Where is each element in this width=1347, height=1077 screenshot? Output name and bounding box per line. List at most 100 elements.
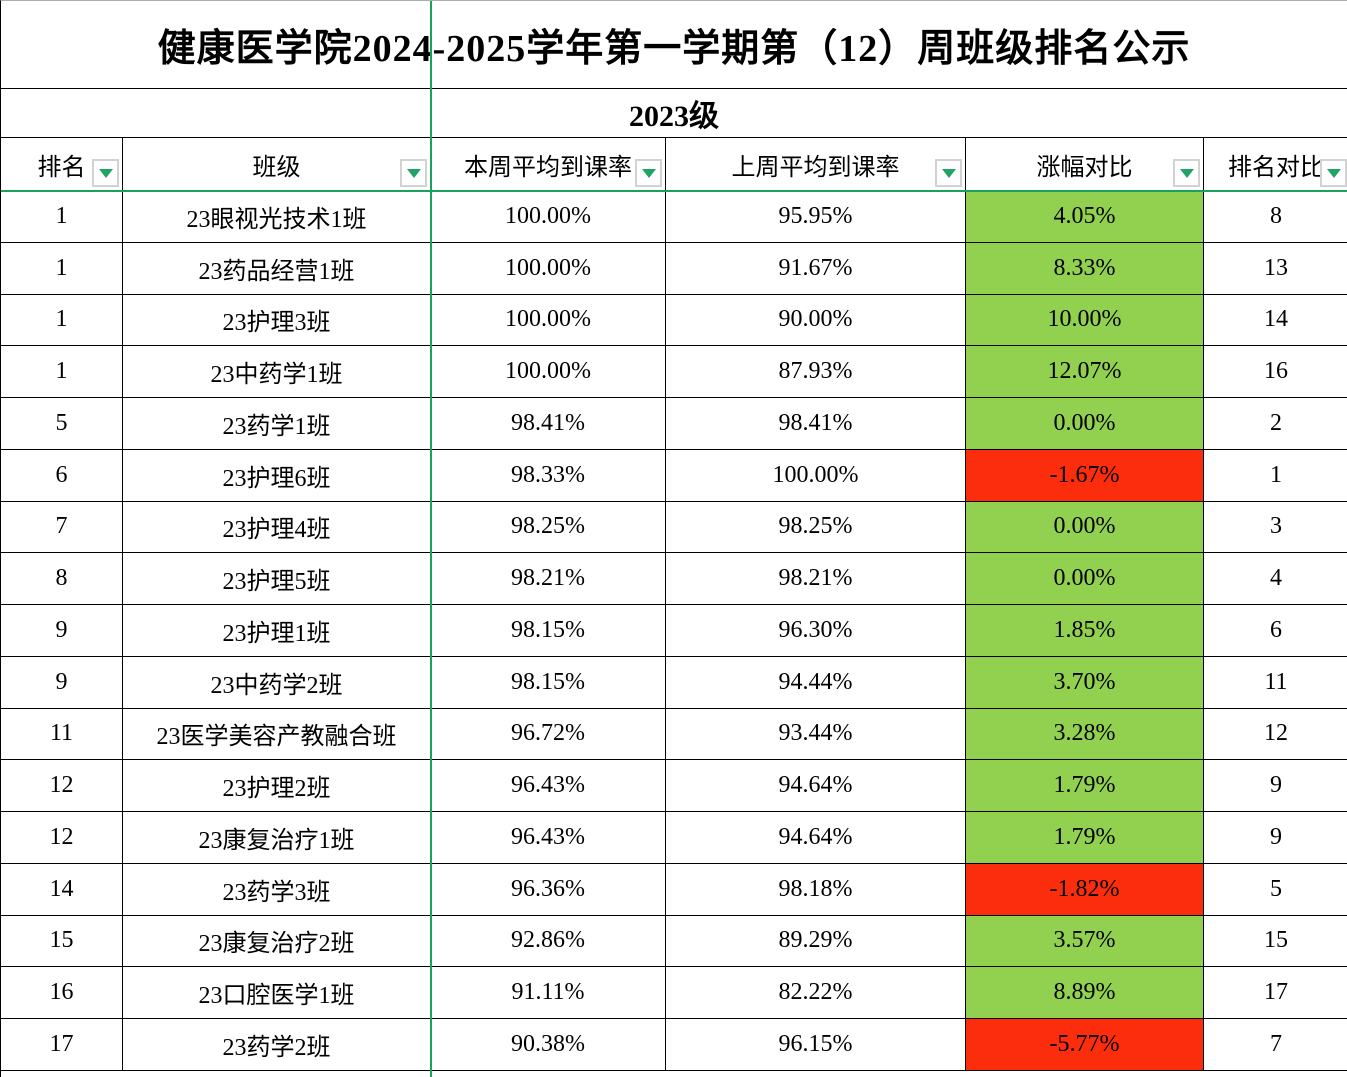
filter-button-last-week-rate[interactable] [935,159,962,187]
rank-compare-cell[interactable]: 8 [1204,191,1347,242]
this-week-rate-cell[interactable]: 100.00% [431,242,666,294]
last-week-rate-cell[interactable]: 94.64% [666,760,966,811]
change-cell[interactable]: 0.00% [966,398,1204,449]
filter-button-change[interactable] [1173,159,1200,187]
rank-cell[interactable]: 1 [1,191,123,242]
class-cell[interactable]: 23药品经营1班 [123,242,431,294]
change-cell[interactable]: 3.57% [966,915,1204,967]
change-cell[interactable]: 0.00% [966,553,1204,604]
rank-compare-cell[interactable]: 3 [1204,501,1347,553]
rank-compare-cell[interactable]: 6 [1204,605,1347,656]
rank-cell[interactable]: 7 [1,501,123,553]
last-week-rate-cell[interactable]: 90.00% [666,294,966,346]
change-cell[interactable]: 12.07% [966,346,1204,397]
this-week-rate-cell[interactable]: 91.11% [431,967,666,1018]
last-week-rate-cell[interactable]: 95.95% [666,191,966,242]
last-week-rate-cell[interactable]: 89.29% [666,915,966,967]
class-cell[interactable]: 23眼视光技术1班 [123,191,431,242]
this-week-rate-cell[interactable]: 100.00% [431,191,666,242]
class-cell[interactable]: 23护理1班 [123,605,431,656]
change-cell[interactable]: 3.70% [966,656,1204,708]
class-cell[interactable]: 23康复治疗1班 [123,812,431,863]
rank-compare-cell[interactable]: 15 [1204,915,1347,967]
change-cell[interactable]: 10.00% [966,294,1204,346]
rank-cell[interactable]: 11 [1,708,123,760]
rank-cell[interactable]: 8 [1,553,123,604]
rank-cell[interactable]: 5 [1,398,123,449]
this-week-rate-cell[interactable]: 100.00% [431,346,666,397]
change-cell[interactable]: 3.28% [966,708,1204,760]
rank-cell[interactable]: 17 [1,1019,123,1070]
last-week-rate-cell[interactable]: 87.93% [666,346,966,397]
change-cell[interactable]: -1.82% [966,863,1204,915]
last-week-rate-cell[interactable]: 100.00% [666,449,966,501]
this-week-rate-cell[interactable]: 100.00% [431,294,666,346]
this-week-rate-cell[interactable]: 96.36% [431,863,666,915]
last-week-rate-cell[interactable]: 98.41% [666,398,966,449]
change-cell[interactable]: 0.00% [966,501,1204,553]
class-cell[interactable]: 23中药学2班 [123,656,431,708]
this-week-rate-cell[interactable]: 98.41% [431,398,666,449]
change-cell[interactable]: 1.79% [966,760,1204,811]
this-week-rate-cell[interactable]: 96.72% [431,708,666,760]
last-week-rate-cell[interactable]: 94.64% [666,812,966,863]
rank-compare-cell[interactable]: 12 [1204,708,1347,760]
this-week-rate-cell[interactable]: 98.15% [431,656,666,708]
header-cell-rank-compare[interactable]: 排名对比 [1204,138,1347,190]
class-cell[interactable]: 23康复治疗2班 [123,915,431,967]
class-cell[interactable]: 23药学1班 [123,398,431,449]
rank-compare-cell[interactable]: 9 [1204,812,1347,863]
this-week-rate-cell[interactable]: 92.86% [431,915,666,967]
class-cell[interactable]: 23护理3班 [123,294,431,346]
filter-button-rank[interactable] [92,159,119,187]
rank-cell[interactable]: 9 [1,605,123,656]
class-cell[interactable]: 23护理2班 [123,760,431,811]
change-cell[interactable]: -5.77% [966,1019,1204,1070]
last-week-rate-cell[interactable]: 96.30% [666,605,966,656]
change-cell[interactable]: 8.89% [966,967,1204,1018]
change-cell[interactable]: 1.85% [966,605,1204,656]
change-cell[interactable]: -1.67% [966,449,1204,501]
last-week-rate-cell[interactable]: 98.18% [666,863,966,915]
class-cell[interactable]: 23护理4班 [123,501,431,553]
this-week-rate-cell[interactable]: 98.25% [431,501,666,553]
rank-cell[interactable]: 12 [1,760,123,811]
this-week-rate-cell[interactable]: 98.33% [431,449,666,501]
last-week-rate-cell[interactable]: 96.15% [666,1019,966,1070]
filter-button-rank-compare[interactable] [1320,159,1347,187]
class-cell[interactable]: 23护理6班 [123,449,431,501]
rank-compare-cell[interactable]: 9 [1204,760,1347,811]
change-cell[interactable]: 1.79% [966,812,1204,863]
rank-compare-cell[interactable]: 2 [1204,398,1347,449]
last-week-rate-cell[interactable]: 98.25% [666,501,966,553]
rank-compare-cell[interactable]: 13 [1204,242,1347,294]
class-cell[interactable]: 23医学美容产教融合班 [123,708,431,760]
rank-compare-cell[interactable]: 14 [1204,294,1347,346]
header-cell-last-week-rate[interactable]: 上周平均到课率 [666,138,966,190]
rank-cell[interactable]: 12 [1,812,123,863]
last-week-rate-cell[interactable]: 91.67% [666,242,966,294]
rank-cell[interactable]: 9 [1,656,123,708]
class-cell[interactable]: 23护理5班 [123,553,431,604]
this-week-rate-cell[interactable]: 90.38% [431,1019,666,1070]
rank-compare-cell[interactable]: 11 [1204,656,1347,708]
grade-group-cell[interactable]: 2023级 [1,89,1347,138]
rank-cell[interactable]: 6 [1,449,123,501]
this-week-rate-cell[interactable]: 96.43% [431,760,666,811]
filter-button-class[interactable] [400,159,427,187]
rank-cell[interactable]: 15 [1,915,123,967]
last-week-rate-cell[interactable]: 93.44% [666,708,966,760]
last-week-rate-cell[interactable]: 98.21% [666,553,966,604]
change-cell[interactable]: 4.05% [966,191,1204,242]
rank-compare-cell[interactable]: 4 [1204,553,1347,604]
class-cell[interactable]: 23药学2班 [123,1019,431,1070]
rank-cell[interactable]: 1 [1,346,123,397]
this-week-rate-cell[interactable]: 98.21% [431,553,666,604]
rank-cell[interactable]: 16 [1,967,123,1018]
rank-compare-cell[interactable]: 16 [1204,346,1347,397]
last-week-rate-cell[interactable]: 94.44% [666,656,966,708]
class-cell[interactable]: 23中药学1班 [123,346,431,397]
class-cell[interactable]: 23药学3班 [123,863,431,915]
rank-cell[interactable]: 14 [1,863,123,915]
header-cell-class[interactable]: 班级 [123,138,431,190]
